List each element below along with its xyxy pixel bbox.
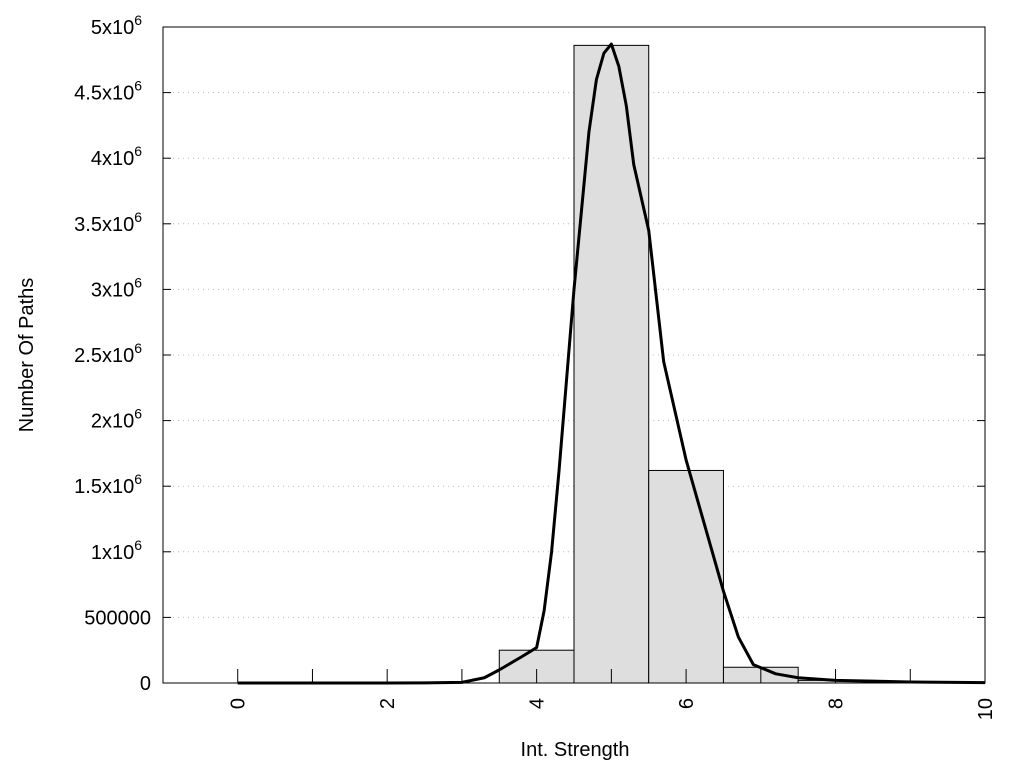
x-tick-label: 0 xyxy=(228,698,250,709)
fit-curve xyxy=(237,42,986,685)
histogram-bar xyxy=(573,44,650,684)
y-tick-label: 3x106 xyxy=(91,274,142,301)
bars xyxy=(498,44,874,684)
x-axis-title: Int. Strength xyxy=(521,739,630,761)
x-tick-label: 4 xyxy=(527,698,549,709)
x-tick-label: 10 xyxy=(975,698,997,720)
y-axis-title: Number Of Paths xyxy=(16,278,38,433)
y-tick-label: 2.5x106 xyxy=(74,340,142,367)
x-tick-label: 8 xyxy=(826,698,848,709)
y-tick-label: 1x106 xyxy=(91,537,142,564)
y-axis-ticks: 0 500000 1x106 1.5x106 2x106 2.5x106 3x106 3.5x… xyxy=(74,12,985,695)
y-tick-label: 1.5x106 xyxy=(74,471,142,498)
y-tick-label: 0 xyxy=(140,673,151,695)
x-tick-label: 2 xyxy=(377,698,399,709)
y-tick-label: 2x106 xyxy=(91,406,142,433)
x-axis-ticks: 0 2 4 6 8 10 xyxy=(228,669,997,720)
histogram-bar xyxy=(648,469,724,684)
y-tick-label: 500000 xyxy=(84,607,151,629)
y-tick-label: 5x106 xyxy=(91,12,142,39)
y-tick-label: 3.5x106 xyxy=(74,209,142,236)
x-tick-label: 6 xyxy=(676,698,698,709)
fit-line xyxy=(237,42,986,685)
y-tick-label: 4x106 xyxy=(91,143,142,170)
y-tick-label: 4.5x106 xyxy=(74,78,142,105)
